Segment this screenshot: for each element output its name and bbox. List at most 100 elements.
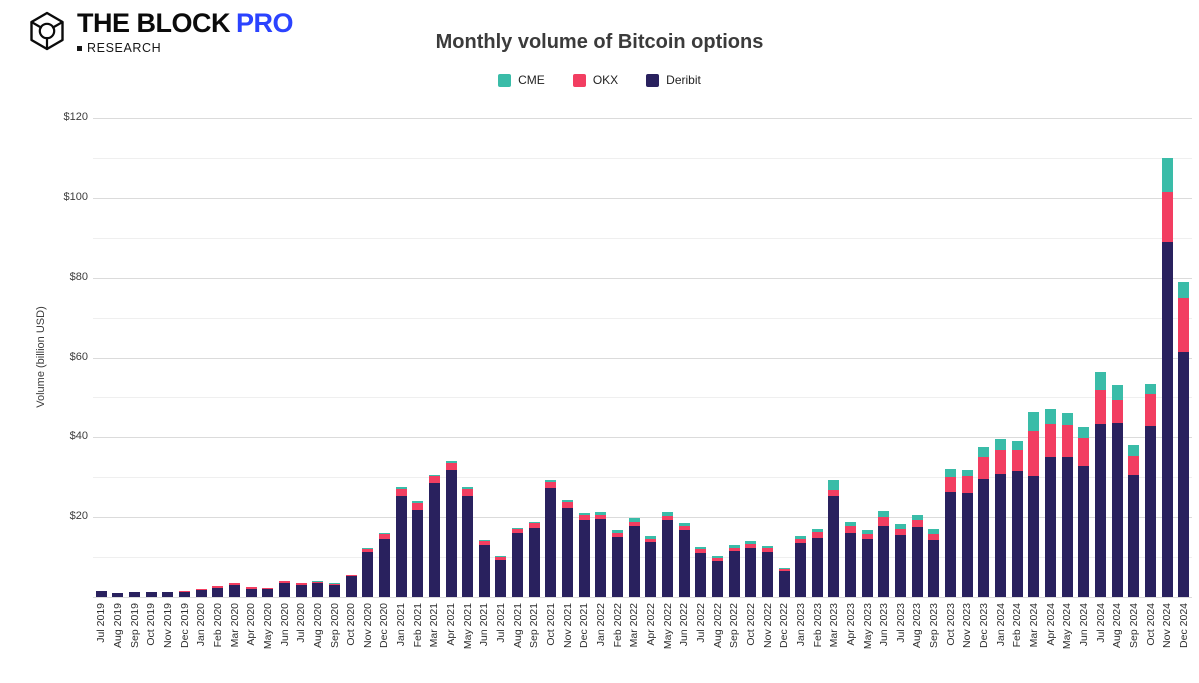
segment-cme [362,547,374,549]
segment-deribit [462,496,474,597]
x-tick-label: Jun 2023 [878,603,891,647]
x-tick-slot: Jun 2023 [876,603,893,646]
segment-okx [678,526,690,531]
segment-deribit [978,478,990,597]
x-tick-label: Mar 2022 [628,603,641,648]
segment-deribit [861,539,873,597]
segment-okx [345,575,357,577]
legend-item-deribit: Deribit [646,73,701,87]
x-tick-slot: Mar 2021 [426,603,443,647]
bar-Nov-2019 [162,591,174,597]
segment-deribit [262,589,274,597]
x-tick-slot: May 2024 [1059,603,1076,649]
x-tick-label: Jul 2019 [95,603,108,643]
segment-deribit [162,591,174,597]
segment-okx [745,544,757,548]
x-tick-slot: Jan 2021 [393,603,410,646]
segment-okx [328,583,340,586]
segment-cme [478,539,490,541]
segment-cme [1028,411,1040,431]
x-tick-slot: Oct 2022 [743,603,760,646]
x-tick-slot: Aug 2022 [709,603,726,648]
x-tick-slot: May 2022 [659,603,676,649]
x-tick-label: Apr 2023 [844,603,857,646]
bar-Mar-2021 [428,474,440,597]
segment-cme [1061,412,1073,425]
segment-cme [612,530,624,533]
bar-Dec-2023 [978,447,990,597]
segment-okx [562,502,574,508]
plot-area [93,118,1192,598]
bar-Dec-2020 [378,532,390,597]
x-tick-slot: Aug 2020 [310,603,327,648]
segment-cme [528,521,540,524]
segment-okx [312,581,324,584]
x-tick-slot: Dec 2020 [376,603,393,648]
segment-deribit [478,544,490,597]
bullet-icon [77,45,82,51]
x-tick-slot: Oct 2021 [543,603,560,646]
bar-Oct-2024 [1144,384,1156,597]
x-tick-slot: Sep 2024 [1126,603,1143,648]
segment-deribit [1128,475,1140,597]
x-tick-label: Dec 2021 [578,603,591,648]
bar-Aug-2023 [911,514,923,597]
segment-cme [995,438,1006,450]
bar-Aug-2021 [512,527,524,597]
segment-cme [1094,371,1106,390]
segment-cme [795,536,807,540]
x-tick-label: May 2024 [1061,603,1074,650]
bar-Jul-2020 [295,583,307,597]
bar-Nov-2021 [562,499,574,597]
x-tick-slot: Oct 2023 [942,603,959,646]
segment-deribit [778,571,790,597]
segment-deribit [1011,471,1023,597]
x-tick-slot: Feb 2024 [1009,603,1026,647]
segment-okx [661,515,673,521]
legend-swatch-deribit [646,73,660,87]
x-tick-label: Nov 2022 [761,603,774,648]
segment-okx [1078,437,1090,467]
segment-okx [811,532,823,538]
x-tick-slot: Sep 2021 [526,603,543,648]
segment-cme [1161,157,1173,192]
gridline-20 [93,517,1192,519]
segment-deribit [911,526,923,597]
gridline-40 [93,437,1192,439]
x-tick-label: Apr 2022 [644,603,657,646]
bar-May-2024 [1061,412,1073,597]
bar-Nov-2022 [761,545,773,597]
segment-deribit [295,584,307,597]
segment-okx [595,514,607,520]
x-tick-slot: Jan 2020 [193,603,210,646]
x-tick-label: Mar 2021 [428,603,441,648]
segment-cme [562,499,574,503]
segment-okx [462,488,474,497]
x-tick-label: Dec 2019 [178,603,191,648]
x-tick-slot: Jul 2021 [493,603,510,643]
bar-Nov-2024 [1161,157,1173,597]
segment-cme [395,487,407,490]
segment-cme [495,556,507,558]
x-tick-slot: Jun 2021 [476,603,493,646]
segment-deribit [312,583,324,597]
bar-Apr-2024 [1044,409,1056,597]
x-tick-slot: Jul 2019 [93,603,110,643]
segment-deribit [578,519,590,597]
x-tick-slot: Dec 2021 [576,603,593,648]
x-tick-label: Apr 2021 [445,603,458,646]
segment-deribit [745,547,757,597]
segment-deribit [628,525,640,597]
segment-cme [778,567,790,570]
legend-item-okx: OKX [572,73,618,87]
x-tick-slot: Mar 2023 [826,603,843,647]
segment-deribit [95,590,107,597]
x-tick-slot: Jan 2023 [793,603,810,646]
brand-name: THE BLOCK PRO [77,8,294,38]
x-tick-label: Jan 2020 [195,603,208,647]
segment-deribit [1111,422,1123,597]
segment-deribit [345,576,357,597]
x-tick-slot: Nov 2021 [559,603,576,648]
x-tick-label: Oct 2022 [744,603,757,646]
bar-Jul-2022 [695,547,707,597]
